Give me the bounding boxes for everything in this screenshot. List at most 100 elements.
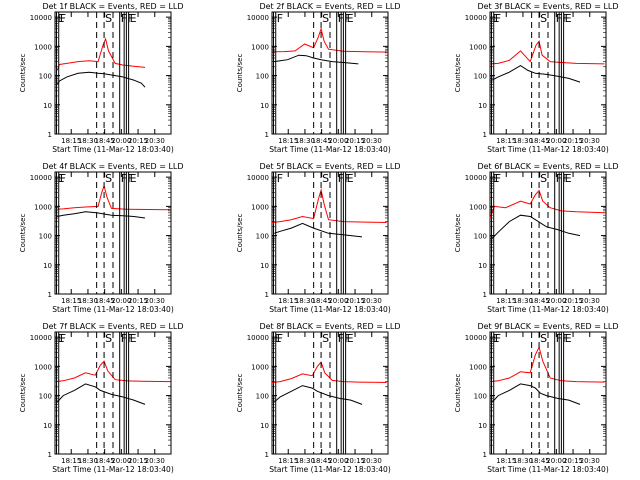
panel-title: Det 1f BLACK = Events, RED = LLD <box>42 2 183 11</box>
x-tick-label: 20:00 <box>328 137 348 145</box>
y-tick-label: 10 <box>260 422 269 430</box>
marker-label: F <box>277 172 283 185</box>
series-line-events <box>56 383 146 405</box>
marker-label: S <box>322 332 329 345</box>
x-axis-label: Start Time (11-Mar-12 18:03:40) <box>269 305 391 314</box>
x-tick-label: 20:00 <box>111 457 131 465</box>
x-tick-label: 20:00 <box>546 137 566 145</box>
y-tick-label: 100 <box>39 393 52 401</box>
y-tick-label: 10 <box>43 102 52 110</box>
x-tick-label: 18:30 <box>295 137 315 145</box>
x-tick-label: 20:00 <box>111 137 131 145</box>
x-tick-label: 18:45 <box>95 297 115 305</box>
series-line-events <box>274 54 359 65</box>
y-tick-label: 100 <box>474 393 487 401</box>
x-tick-label: 18:45 <box>530 457 550 465</box>
x-tick-label: 18:15 <box>278 137 298 145</box>
x-tick-label: 20:15 <box>345 297 365 305</box>
series-line-lld <box>489 40 605 65</box>
y-tick-label: 10000 <box>247 14 269 22</box>
y-tick-label: 10000 <box>247 174 269 182</box>
x-tick-label: 20:30 <box>362 457 382 465</box>
y-tick-label: 100 <box>39 233 52 241</box>
y-tick-label: 1 <box>265 291 269 299</box>
panel-1: Det 1f BLACK = Events, RED = LLD 1 10 100 10… <box>19 2 184 154</box>
panel-8: Det 8f BLACK = Events, RED = LLD 1 10 100 10… <box>236 322 401 474</box>
y-tick-label: 10 <box>43 422 52 430</box>
series-line-events <box>274 222 363 238</box>
y-tick-label: 10000 <box>30 334 52 342</box>
series-line-lld <box>54 360 170 383</box>
x-axis-label: Start Time (11-Mar-12 18:03:40) <box>269 465 391 474</box>
y-tick-label: 10000 <box>30 14 52 22</box>
x-tick-label: 20:30 <box>145 137 165 145</box>
panel-title: Det 6f BLACK = Events, RED = LLD <box>477 162 618 171</box>
y-tick-label: 1 <box>483 451 487 459</box>
marker-label: S <box>322 12 329 25</box>
x-tick-label: 18:15 <box>496 457 516 465</box>
y-tick-label: 100 <box>474 233 487 241</box>
panel-5: Det 5f BLACK = Events, RED = LLD 1 10 100 10… <box>236 162 401 314</box>
marker-label: E <box>565 172 572 185</box>
x-tick-label: 18:30 <box>78 137 98 145</box>
marker-label: F <box>127 172 133 185</box>
y-tick-label: 10 <box>478 422 487 430</box>
y-axis-label: Counts/sec <box>19 54 27 93</box>
x-tick-label: 20:00 <box>328 457 348 465</box>
y-tick-label: 1000 <box>34 203 52 211</box>
x-tick-label: 18:30 <box>78 457 98 465</box>
x-tick-label: 18:45 <box>312 457 332 465</box>
y-tick-label: 1 <box>48 451 52 459</box>
marker-label: S <box>105 172 112 185</box>
marker-label: E <box>565 12 572 25</box>
marker-label: S <box>540 12 547 25</box>
marker-label: F <box>344 172 350 185</box>
y-axis-label: Counts/sec <box>236 54 244 93</box>
x-tick-label: 20:15 <box>345 457 365 465</box>
x-tick-label: 18:15 <box>278 457 298 465</box>
marker-label: F <box>277 12 283 25</box>
panel-title: Det 7f BLACK = Events, RED = LLD <box>42 322 183 331</box>
x-tick-label: 18:30 <box>513 457 533 465</box>
x-tick-label: 18:30 <box>513 297 533 305</box>
marker-label: S <box>105 12 112 25</box>
x-axis-label: Start Time (11-Mar-12 18:03:40) <box>269 145 391 154</box>
series-line-events <box>273 385 363 405</box>
y-tick-label: 1000 <box>469 363 487 371</box>
y-tick-label: 1000 <box>34 43 52 51</box>
y-tick-label: 100 <box>256 233 269 241</box>
series-line-lld <box>271 361 387 383</box>
y-axis-label: Counts/sec <box>454 214 462 253</box>
x-tick-label: 18:15 <box>496 137 516 145</box>
x-tick-label: 20:30 <box>580 457 600 465</box>
x-tick-label: 20:30 <box>362 137 382 145</box>
y-tick-label: 100 <box>256 393 269 401</box>
y-tick-label: 1000 <box>469 203 487 211</box>
marker-label: S <box>105 332 112 345</box>
x-axis-label: Start Time (11-Mar-12 18:03:40) <box>487 465 609 474</box>
panel-7: Det 7f BLACK = Events, RED = LLD 1 10 100 10… <box>19 322 184 474</box>
marker-label: S <box>322 172 329 185</box>
y-tick-label: 1000 <box>251 43 269 51</box>
x-tick-label: 20:15 <box>128 137 148 145</box>
y-tick-label: 10 <box>260 262 269 270</box>
marker-label: F <box>495 172 501 185</box>
series-line-lld <box>56 37 146 71</box>
x-tick-label: 18:30 <box>513 137 533 145</box>
marker-label: E <box>130 172 137 185</box>
x-tick-label: 20:15 <box>563 137 583 145</box>
marker-label: E <box>492 332 499 345</box>
panel-9: Det 9f BLACK = Events, RED = LLD 1 10 100 10… <box>454 322 619 474</box>
x-tick-label: 20:00 <box>546 297 566 305</box>
marker-label: E <box>347 172 354 185</box>
x-tick-label: 20:15 <box>345 137 365 145</box>
y-tick-label: 1 <box>483 131 487 139</box>
x-tick-label: 18:45 <box>95 457 115 465</box>
marker-label: F <box>344 12 350 25</box>
y-tick-label: 1 <box>48 291 52 299</box>
x-tick-label: 20:15 <box>563 457 583 465</box>
marker-label: F <box>60 12 66 25</box>
marker-label: F <box>562 172 568 185</box>
series-line-events <box>57 211 146 219</box>
